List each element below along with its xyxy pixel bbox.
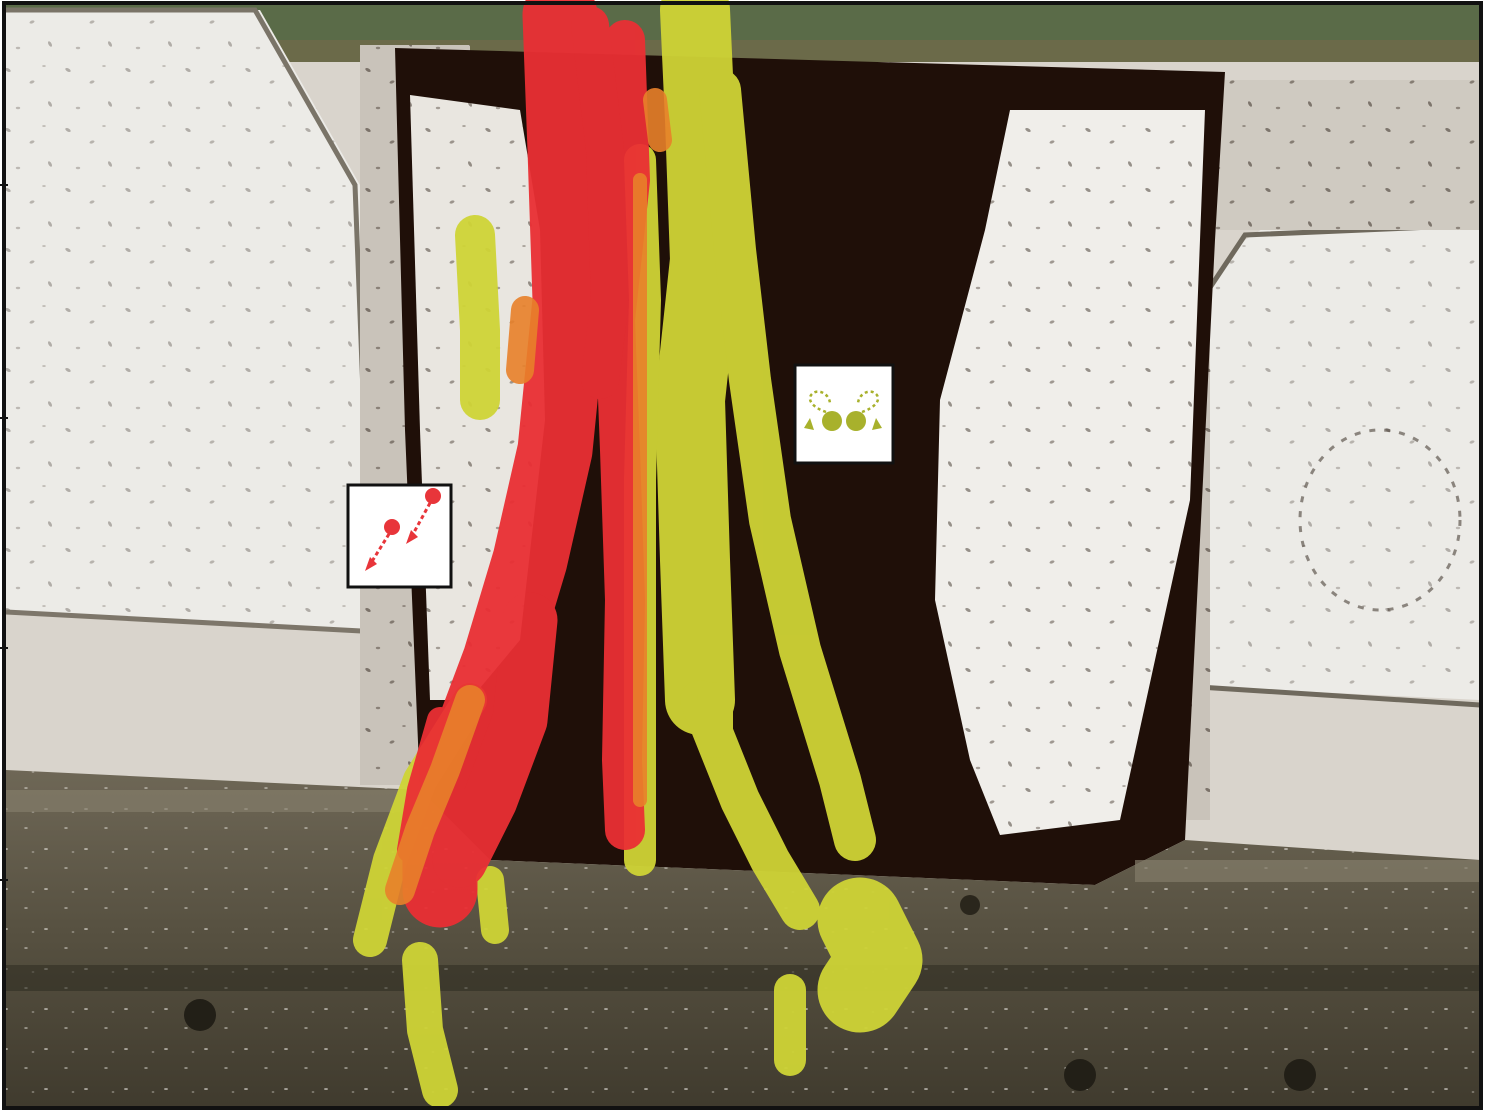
track-red-main [402,0,608,928]
track-yellow-bottom-center [402,942,458,1108]
tracks-overlay [353,0,923,1108]
track-orange-left [506,296,539,384]
track-yellow-right-1 [699,69,876,861]
parallel-motion-icon [365,488,441,571]
track-red-lower [432,592,558,888]
parallel-motion-box [346,483,453,589]
circling-motion-box [793,363,895,465]
track-yellow-blob-right [817,877,923,1033]
track-red-third [571,6,629,399]
track-yellow-left-patch [455,215,500,420]
track-yellow-top-center [655,0,740,735]
circling-motion-icon [804,390,882,431]
left-tick-marks [0,184,8,881]
track-orange-bottom [385,685,485,905]
track-red-second [595,20,650,850]
